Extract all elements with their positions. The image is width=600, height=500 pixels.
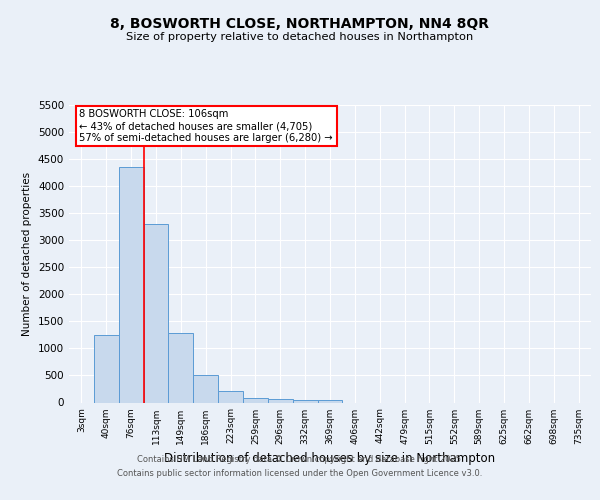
Bar	[119, 167, 143, 402]
Bar	[268, 400, 293, 402]
Bar	[143, 224, 169, 402]
Text: Contains HM Land Registry data © Crown copyright and database right 2025.: Contains HM Land Registry data © Crown c…	[137, 455, 463, 464]
Bar	[169, 334, 193, 402]
Bar	[94, 335, 119, 402]
Bar	[193, 376, 218, 402]
Y-axis label: Number of detached properties: Number of detached properties	[22, 172, 32, 336]
Bar	[293, 400, 317, 402]
Bar	[317, 400, 343, 402]
Text: 8, BOSWORTH CLOSE, NORTHAMPTON, NN4 8QR: 8, BOSWORTH CLOSE, NORTHAMPTON, NN4 8QR	[110, 18, 490, 32]
Text: 8 BOSWORTH CLOSE: 106sqm
← 43% of detached houses are smaller (4,705)
57% of sem: 8 BOSWORTH CLOSE: 106sqm ← 43% of detach…	[79, 110, 333, 142]
Text: Contains public sector information licensed under the Open Government Licence v3: Contains public sector information licen…	[118, 469, 482, 478]
Bar	[218, 390, 243, 402]
Bar	[243, 398, 268, 402]
X-axis label: Distribution of detached houses by size in Northampton: Distribution of detached houses by size …	[164, 452, 496, 465]
Text: Size of property relative to detached houses in Northampton: Size of property relative to detached ho…	[127, 32, 473, 42]
